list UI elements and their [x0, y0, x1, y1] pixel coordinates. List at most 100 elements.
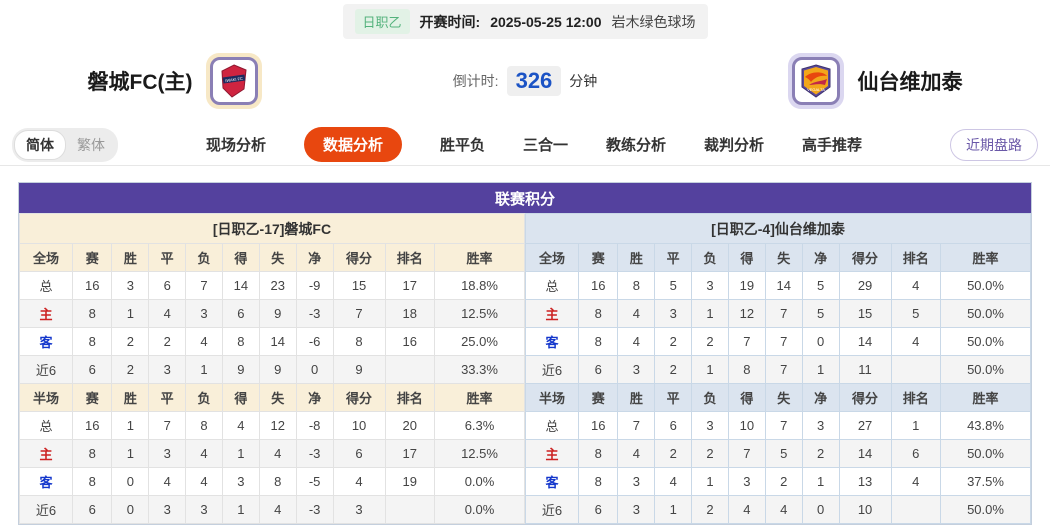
tab-live-analysis[interactable]: 现场分析 — [205, 137, 266, 154]
column-header: 负 — [691, 383, 729, 412]
stat-cell: 6 — [148, 271, 187, 300]
row-label: 总 — [18, 411, 74, 440]
row-label: 近6 — [524, 495, 580, 524]
column-header: 胜 — [617, 243, 656, 272]
column-header: 净 — [295, 243, 334, 272]
stat-cell: 37.5% — [940, 467, 1031, 496]
column-header: 平 — [148, 383, 187, 412]
stat-cell: 4 — [617, 439, 656, 468]
row-label: 主 — [18, 439, 74, 468]
stat-cell: 1 — [111, 299, 150, 328]
column-header: 平 — [654, 383, 693, 412]
stat-cell: 9 — [221, 355, 260, 384]
table-row: 近6 6 3 1 2 4 4 0 10 50.0% — [524, 495, 1031, 524]
stat-cell: 5 — [801, 271, 840, 300]
stat-cell: 7 — [727, 327, 766, 356]
away-team-header-row: [日职乙-4]仙台维加泰 — [525, 213, 1031, 244]
column-header: 负 — [691, 243, 729, 272]
row-label: 客 — [18, 467, 74, 496]
stat-cell — [384, 355, 436, 384]
stat-cell: 4 — [654, 467, 693, 496]
tab-data-analysis[interactable]: 数据分析 — [303, 127, 402, 162]
home-team-header-row: [日职乙-17]磐城FC — [19, 213, 525, 244]
lang-option-simplified[interactable]: 简体 — [14, 129, 66, 160]
column-header: 平 — [148, 243, 187, 272]
home-team-header: [日职乙-17]磐城FC — [19, 213, 525, 244]
column-header: 得分 — [838, 383, 892, 412]
column-header: 排名 — [384, 383, 436, 412]
row-label: 总 — [524, 411, 580, 440]
column-header: 胜率 — [940, 383, 1031, 412]
tab-expert-picks[interactable]: 高手推荐 — [802, 137, 863, 154]
kickoff-time: 2025-05-25 12:00 — [490, 13, 602, 30]
stat-cell: 14 — [838, 439, 892, 468]
league-badge: 日职乙 — [354, 9, 410, 34]
stat-cell: 14 — [258, 327, 297, 356]
column-header-row: 全场赛胜平负得失净得分 排名 胜率 — [524, 243, 1031, 272]
stat-cell: 4 — [221, 411, 260, 440]
language-toggle[interactable]: 简体 繁体 — [12, 127, 118, 162]
top-info-bar: 日职乙 开赛时间: 2025-05-25 12:00 岩木绿色球场 — [0, 0, 1050, 39]
table-row: 主 8 4 3 1 12 7 5 15 5 50.0% — [524, 299, 1031, 328]
recent-trend-button[interactable]: 近期盘路 — [950, 128, 1038, 161]
stat-cell: -3 — [295, 495, 334, 524]
stat-cell: 43.8% — [940, 411, 1031, 440]
table-row: 客 8 2 2 4 8 14 -6 8 16 25.0% — [18, 327, 525, 356]
stat-cell: 8 — [332, 327, 386, 356]
column-header: 赛 — [578, 383, 619, 412]
stat-cell: 8 — [258, 467, 297, 496]
stat-cell: 4 — [185, 467, 223, 496]
stat-cell: 4 — [258, 495, 297, 524]
stat-cell: 33.3% — [434, 355, 525, 384]
away-team-name: 仙台维加泰 — [857, 71, 963, 94]
stat-cell: 6 — [578, 355, 619, 384]
table-row: 客 8 0 4 4 3 8 -5 4 19 0.0% — [18, 467, 525, 496]
stat-cell: 8 — [72, 439, 113, 468]
column-header: 负 — [185, 383, 223, 412]
table-title: 联赛积分 — [19, 183, 1031, 213]
stat-cell: 19 — [384, 467, 436, 496]
countdown-zone: 倒计时: 326 分钟 — [350, 66, 700, 96]
stat-cell: 4 — [890, 327, 942, 356]
column-header: 得分 — [838, 243, 892, 272]
stat-cell: 25.0% — [434, 327, 525, 356]
stat-cell: -9 — [295, 271, 334, 300]
tab-coach-analysis[interactable]: 教练分析 — [606, 137, 667, 154]
stat-cell: 50.0% — [940, 271, 1031, 300]
home-shield-icon: IWAKI FC — [221, 64, 248, 98]
stat-cell: 50.0% — [940, 495, 1031, 524]
column-header: 平 — [654, 243, 693, 272]
stat-cell: 7 — [185, 271, 223, 300]
stat-cell: 6 — [578, 495, 619, 524]
stat-cell: 3 — [617, 467, 656, 496]
stat-cell: 3 — [617, 355, 656, 384]
tab-referee-analysis[interactable]: 裁判分析 — [704, 137, 765, 154]
stat-cell: 2 — [691, 439, 729, 468]
stat-cell: 50.0% — [940, 355, 1031, 384]
stat-cell: 3 — [691, 411, 729, 440]
column-header: 得 — [221, 383, 260, 412]
stat-cell: 6 — [332, 439, 386, 468]
stat-cell: 1 — [654, 495, 693, 524]
row-label: 总 — [524, 271, 580, 300]
row-label: 近6 — [18, 355, 74, 384]
column-header: 负 — [185, 243, 223, 272]
stat-cell: 6 — [72, 355, 113, 384]
stat-cell: 3 — [691, 271, 729, 300]
stats-tables-row: [日职乙-17]磐城FC 全场赛胜平负得失净得分 排名 胜率总 16 3 6 7 14 23 -9… — [18, 213, 1031, 524]
stat-cell — [384, 495, 436, 524]
stat-cell: 7 — [764, 327, 803, 356]
stat-cell: 17 — [384, 439, 436, 468]
lang-option-traditional[interactable]: 繁体 — [77, 136, 105, 153]
column-header: 胜 — [617, 383, 656, 412]
column-header: 净 — [801, 243, 840, 272]
stat-cell — [890, 495, 942, 524]
column-header: 胜 — [111, 243, 150, 272]
column-header: 失 — [764, 383, 803, 412]
column-header: 排名 — [890, 243, 942, 272]
stat-cell: 16 — [578, 271, 619, 300]
column-header: 赛 — [578, 243, 619, 272]
tab-win-draw-lose[interactable]: 胜平负 — [439, 137, 485, 154]
stat-cell: 19 — [727, 271, 766, 300]
tab-three-in-one[interactable]: 三合一 — [522, 137, 568, 154]
